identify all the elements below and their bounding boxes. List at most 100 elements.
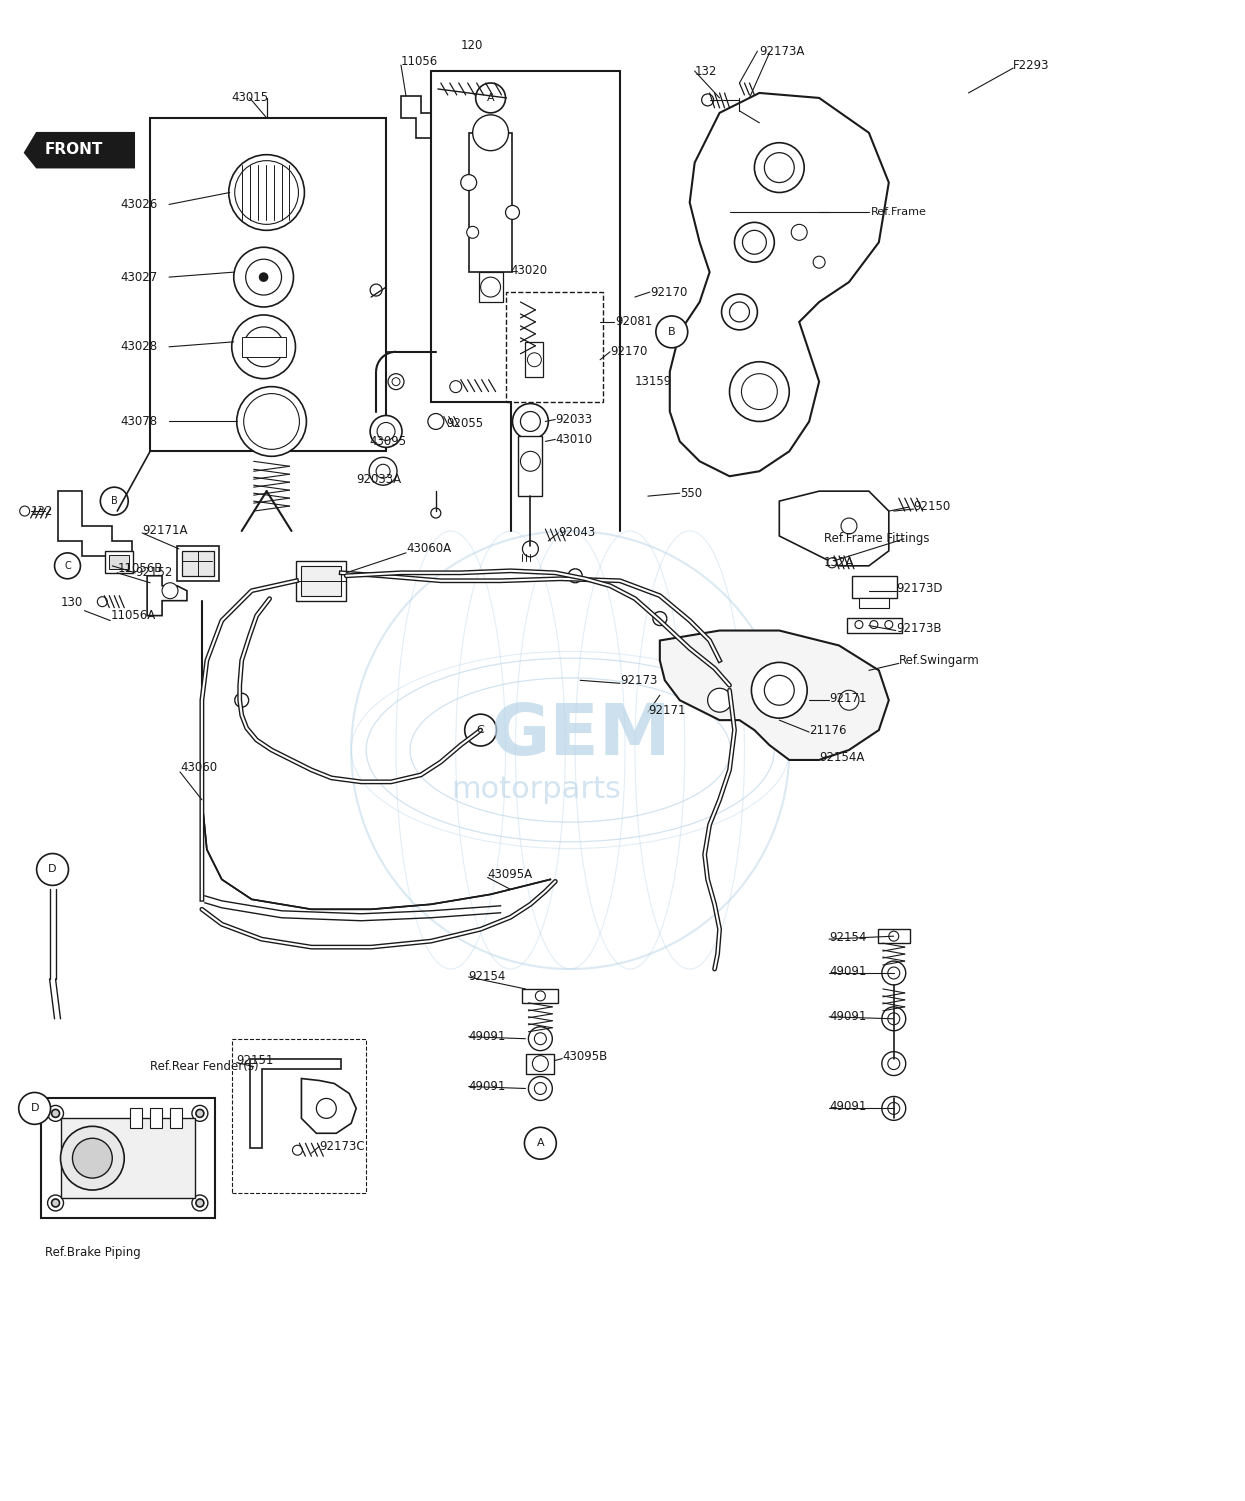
Circle shape [293, 1145, 303, 1156]
Circle shape [316, 1099, 336, 1118]
Text: 43010: 43010 [555, 432, 593, 446]
Text: 43060A: 43060A [406, 542, 451, 555]
Text: 49091: 49091 [829, 1100, 867, 1112]
Circle shape [377, 422, 395, 440]
Text: Ref.Frame: Ref.Frame [872, 207, 926, 218]
Text: Ref.Rear Fender(s): Ref.Rear Fender(s) [151, 1060, 259, 1073]
Bar [859, 597, 889, 608]
Circle shape [370, 284, 382, 296]
Circle shape [855, 620, 863, 629]
Circle shape [888, 1013, 900, 1025]
Text: 13159: 13159 [635, 375, 672, 389]
Text: 92055: 92055 [446, 417, 483, 429]
Bar [110, 555, 129, 569]
Circle shape [20, 506, 30, 516]
Text: 92171: 92171 [647, 704, 686, 716]
Polygon shape [147, 576, 187, 615]
Text: A: A [537, 1138, 544, 1148]
Circle shape [754, 143, 804, 192]
Text: 43020: 43020 [510, 264, 548, 276]
Text: D: D [49, 865, 57, 875]
Text: Ref.Swingarm: Ref.Swingarm [899, 654, 980, 666]
Bar [61, 1118, 195, 1198]
Bar [242, 336, 285, 357]
Text: 92173D: 92173D [895, 582, 942, 596]
Circle shape [72, 1138, 112, 1178]
Bar [301, 566, 341, 596]
Circle shape [476, 83, 505, 113]
Circle shape [889, 931, 899, 941]
Text: 11056: 11056 [401, 54, 438, 68]
Circle shape [842, 518, 857, 534]
Bar [478, 272, 503, 302]
Text: Ref.Brake Piping: Ref.Brake Piping [45, 1246, 141, 1259]
Circle shape [523, 540, 538, 557]
Text: 43027: 43027 [121, 270, 158, 284]
Circle shape [235, 161, 299, 224]
Circle shape [513, 404, 548, 440]
Circle shape [388, 374, 403, 390]
Circle shape [520, 452, 540, 471]
Bar [151, 1108, 162, 1129]
Circle shape [722, 294, 757, 330]
Text: 92151: 92151 [237, 1054, 274, 1067]
Text: 49091: 49091 [468, 1030, 505, 1043]
Text: F2293: F2293 [1013, 59, 1050, 72]
Circle shape [47, 1195, 63, 1211]
Circle shape [888, 1058, 900, 1070]
Text: 43026: 43026 [121, 198, 158, 212]
Circle shape [735, 222, 774, 263]
Bar [518, 437, 543, 497]
Bar [171, 1108, 182, 1129]
Text: 132A: 132A [824, 557, 854, 569]
Circle shape [376, 464, 390, 479]
Text: 21176: 21176 [809, 723, 847, 737]
Text: 92150: 92150 [914, 500, 951, 513]
Polygon shape [660, 630, 889, 760]
Circle shape [528, 1076, 553, 1100]
Circle shape [881, 1052, 905, 1076]
Circle shape [461, 174, 477, 191]
Circle shape [535, 991, 545, 1001]
Circle shape [505, 206, 519, 219]
Circle shape [888, 967, 900, 979]
Circle shape [888, 1102, 900, 1114]
Text: 11056B: 11056B [117, 563, 163, 575]
Polygon shape [57, 491, 132, 561]
Circle shape [192, 1195, 208, 1211]
Bar [847, 617, 901, 632]
Text: 92154: 92154 [468, 971, 505, 983]
Polygon shape [779, 491, 889, 566]
Text: D: D [30, 1103, 39, 1114]
Polygon shape [670, 93, 889, 476]
Text: 11056A: 11056A [111, 609, 156, 621]
Text: 43060: 43060 [181, 761, 217, 775]
Bar [232, 1039, 366, 1193]
Text: 132: 132 [31, 504, 54, 518]
Circle shape [449, 381, 462, 393]
Circle shape [839, 690, 859, 710]
Text: 49091: 49091 [829, 1010, 867, 1024]
Text: 92173A: 92173A [759, 45, 804, 57]
Circle shape [36, 854, 68, 886]
Text: FRONT: FRONT [45, 143, 103, 158]
Circle shape [656, 315, 687, 348]
Text: 92171: 92171 [829, 692, 867, 705]
Circle shape [369, 458, 397, 485]
Circle shape [481, 278, 500, 297]
Circle shape [244, 393, 300, 449]
Circle shape [47, 1105, 63, 1121]
Text: B: B [111, 497, 118, 506]
Text: 92173B: 92173B [895, 621, 941, 635]
Circle shape [428, 413, 443, 429]
Circle shape [524, 1127, 557, 1159]
Polygon shape [25, 132, 134, 168]
Circle shape [473, 116, 508, 150]
Text: 92154A: 92154A [819, 752, 864, 764]
Polygon shape [401, 96, 431, 138]
Text: motorparts: motorparts [451, 776, 621, 805]
Circle shape [237, 387, 306, 456]
Text: 49091: 49091 [468, 1081, 505, 1093]
Bar [852, 576, 896, 597]
Text: 92170: 92170 [650, 285, 687, 299]
